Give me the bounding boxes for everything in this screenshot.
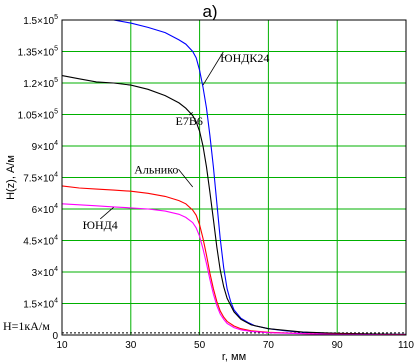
reference-line-label: H=1кА/м — [3, 319, 50, 333]
x-axis-title: r, мм — [222, 351, 246, 362]
annotation-label: E7B6 — [176, 114, 203, 128]
annotation-layer: ЮНДК24 E7B6 Альнико ЮНД4 — [83, 51, 270, 232]
x-tick-labels: 10 30 50 70 90 110 — [56, 340, 414, 351]
series-line-4 — [61, 203, 407, 336]
y-tick-label: 0 — [52, 331, 58, 342]
annotation-label: Альнико — [134, 162, 178, 176]
annotation-leader — [202, 51, 224, 86]
series-layer — [61, 19, 407, 336]
x-tick-label: 110 — [398, 340, 414, 351]
annotation-leader — [188, 112, 193, 116]
series-line-2 — [61, 75, 407, 335]
y-axis-title: H(z), А/м — [5, 155, 17, 200]
y-tick-label: 7.5×104 — [23, 172, 58, 185]
y-tick-label: 1.5×105 — [23, 14, 58, 27]
y-tick-label: 6×104 — [32, 203, 59, 216]
annotation-label: ЮНД4 — [83, 218, 118, 232]
y-tick-label: 1.5×104 — [23, 298, 58, 311]
x-tick-label: 90 — [332, 340, 344, 351]
annotation-leader — [178, 169, 194, 188]
y-tick-label: 4.5×104 — [23, 235, 58, 248]
annotation-leader — [99, 207, 114, 220]
y-tick-label: 9×104 — [32, 140, 59, 153]
y-tick-label: 1.2×105 — [23, 77, 58, 90]
x-tick-label: 50 — [194, 340, 206, 351]
x-tick-label: 70 — [263, 340, 275, 351]
y-tick-label: 3×104 — [32, 266, 59, 279]
y-tick-label: 1.05×105 — [18, 109, 58, 122]
panel-label: a) — [202, 2, 217, 21]
annotation-label: ЮНДК24 — [220, 51, 269, 65]
grid — [62, 20, 406, 335]
x-tick-label: 30 — [125, 340, 137, 351]
y-tick-labels: 1.5×105 1.35×105 1.2×105 1.05×105 9×104 7.5×1… — [18, 14, 59, 342]
plot-frame — [61, 19, 407, 336]
x-tick-label: 10 — [56, 340, 68, 351]
y-tick-label: 1.35×105 — [18, 46, 58, 59]
